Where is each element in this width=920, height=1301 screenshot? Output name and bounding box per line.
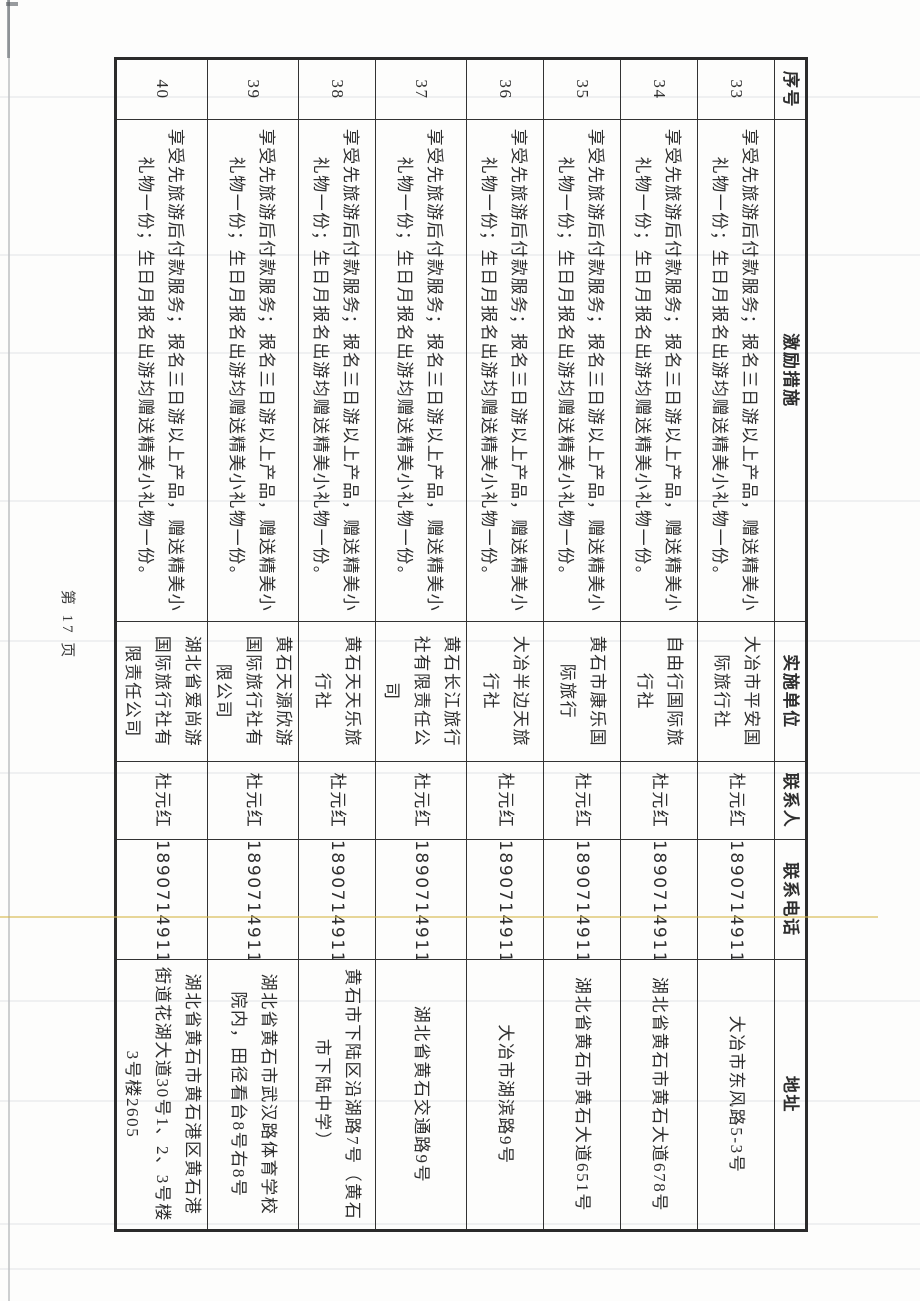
cell-contact: 杜元红	[543, 761, 621, 840]
cell-incentive: 享受先旅游后付款服务；报名三日游以上产品，赠送精美小礼物一份；生日月报名出游均赠…	[115, 119, 208, 622]
scan-streak	[0, 1100, 920, 1102]
scan-streak	[0, 500, 920, 502]
cell-address: 大冶市东风路5-3号	[697, 959, 775, 1231]
cell-address: 湖北省黄石市武汉路体育学校院内，田径看台8号右8号	[207, 959, 299, 1231]
cell-unit: 自由行国际旅行社	[620, 621, 698, 762]
cell-serial: 35	[543, 58, 621, 120]
scan-corner-mark	[6, 2, 18, 6]
cell-address: 湖北省黄石交通路9号	[375, 959, 467, 1231]
scan-streak	[0, 352, 920, 354]
cell-incentive: 享受先旅游后付款服务；报名三日游以上产品，赠送精美小礼物一份；生日月报名出游均赠…	[207, 119, 299, 622]
header-contact: 联系人	[774, 761, 807, 840]
cell-serial: 34	[620, 58, 698, 120]
scan-streak	[0, 772, 920, 774]
cell-phone: 18907149115	[466, 839, 544, 960]
scan-edge-line-dark-top	[7, 0, 10, 58]
cell-address: 湖北省黄石市黄石港区黄石港街道花湖大道30号1、2、3号楼3号楼2605	[115, 959, 208, 1231]
cell-unit: 黄石天天乐旅行社	[298, 621, 376, 762]
cell-incentive: 享受先旅游后付款服务；报名三日游以上产品，赠送精美小礼物一份；生日月报名出游均赠…	[543, 119, 621, 622]
cell-phone: 18907149115	[115, 839, 208, 960]
cell-serial: 40	[115, 58, 208, 120]
cell-phone: 18907149115	[697, 839, 775, 960]
cell-unit: 黄石市康乐国际旅行	[543, 621, 621, 762]
cell-serial: 36	[466, 58, 544, 120]
scan-streak	[0, 640, 920, 642]
table-row: 35 享受先旅游后付款服务；报名三日游以上产品，赠送精美小礼物一份；生日月报名出…	[543, 58, 621, 1231]
scan-streak	[0, 96, 920, 98]
cell-phone: 18907149115	[543, 839, 621, 960]
cell-incentive: 享受先旅游后付款服务；报名三日游以上产品，赠送精美小礼物一份；生日月报名出游均赠…	[466, 119, 544, 622]
rotated-document-area: 序号 激励措施 实施单位 联系人 联系电话 地址 33 享受先旅游后付款服务；报…	[43, 57, 808, 1232]
cell-phone: 18907149115	[298, 839, 376, 960]
scan-yellow-line	[0, 916, 878, 918]
cell-incentive: 享受先旅游后付款服务；报名三日游以上产品，赠送精美小礼物一份；生日月报名出游均赠…	[620, 119, 698, 622]
cell-serial: 37	[375, 58, 467, 120]
cell-address: 黄石市下陆区沿湖路7号（黄石市下陆中学）	[298, 959, 376, 1231]
cell-address: 湖北省黄石市黄石大道651号	[543, 959, 621, 1231]
cell-unit: 湖北省爱尚游国际旅行社有限责任公司	[115, 621, 208, 762]
page-number: 第 17 页	[59, 589, 75, 661]
header-address: 地址	[774, 959, 807, 1231]
table-row: 37 享受先旅游后付款服务；报名三日游以上产品，赠送精美小礼物一份；生日月报名出…	[375, 58, 467, 1231]
cell-contact: 杜元红	[697, 761, 775, 840]
cell-address: 湖北省黄石市黄石大道678号	[620, 959, 698, 1231]
cell-serial: 39	[207, 58, 299, 120]
table-row: 40 享受先旅游后付款服务；报名三日游以上产品，赠送精美小礼物一份；生日月报名出…	[115, 58, 208, 1231]
cell-phone: 18907149115	[375, 839, 467, 960]
cell-unit: 大冶半边天旅行社	[466, 621, 544, 762]
table-row: 33 享受先旅游后付款服务；报名三日游以上产品，赠送精美小礼物一份；生日月报名出…	[697, 58, 775, 1231]
cell-unit: 黄石长江旅行社有限责任公司	[375, 621, 467, 762]
table-row: 36 享受先旅游后付款服务；报名三日游以上产品，赠送精美小礼物一份；生日月报名出…	[466, 58, 544, 1231]
incentive-table: 序号 激励措施 实施单位 联系人 联系电话 地址 33 享受先旅游后付款服务；报…	[114, 57, 808, 1232]
scan-edge-line	[8, 0, 10, 1301]
cell-phone: 18907149115	[207, 839, 299, 960]
table-row: 39 享受先旅游后付款服务；报名三日游以上产品，赠送精美小礼物一份；生日月报名出…	[207, 58, 299, 1231]
header-serial: 序号	[774, 58, 807, 120]
scan-streak	[0, 1000, 920, 1002]
cell-contact: 杜元红	[298, 761, 376, 840]
cell-phone: 18907149115	[620, 839, 698, 960]
table-row: 38 享受先旅游后付款服务；报名三日游以上产品，赠送精美小礼物一份；生日月报名出…	[298, 58, 376, 1231]
cell-unit: 大冶市平安国际旅行社	[697, 621, 775, 762]
cell-contact: 杜元红	[115, 761, 208, 840]
cell-unit: 黄石天源欣游国际旅行社有限公司	[207, 621, 299, 762]
cell-contact: 杜元红	[620, 761, 698, 840]
scan-streak	[0, 1268, 920, 1270]
cell-contact: 杜元红	[466, 761, 544, 840]
scan-streak	[0, 254, 920, 256]
header-phone: 联系电话	[774, 839, 807, 960]
cell-incentive: 享受先旅游后付款服务；报名三日游以上产品，赠送精美小礼物一份；生日月报名出游均赠…	[375, 119, 467, 622]
table-row: 34 享受先旅游后付款服务；报名三日游以上产品，赠送精美小礼物一份；生日月报名出…	[620, 58, 698, 1231]
cell-address: 大冶市湖滨路9号	[466, 959, 544, 1231]
cell-serial: 33	[697, 58, 775, 120]
header-incentive: 激励措施	[774, 119, 807, 622]
cell-contact: 杜元红	[375, 761, 467, 840]
document-content: 序号 激励措施 实施单位 联系人 联系电话 地址 33 享受先旅游后付款服务；报…	[43, 57, 808, 1232]
cell-incentive: 享受先旅游后付款服务；报名三日游以上产品，赠送精美小礼物一份；生日月报名出游均赠…	[697, 119, 775, 622]
header-unit: 实施单位	[774, 621, 807, 762]
table-header-row: 序号 激励措施 实施单位 联系人 联系电话 地址	[774, 58, 807, 1231]
cell-incentive: 享受先旅游后付款服务；报名三日游以上产品，赠送精美小礼物一份；生日月报名出游均赠…	[298, 119, 376, 622]
cell-contact: 杜元红	[207, 761, 299, 840]
scan-streak	[0, 1223, 920, 1225]
cell-serial: 38	[298, 58, 376, 120]
